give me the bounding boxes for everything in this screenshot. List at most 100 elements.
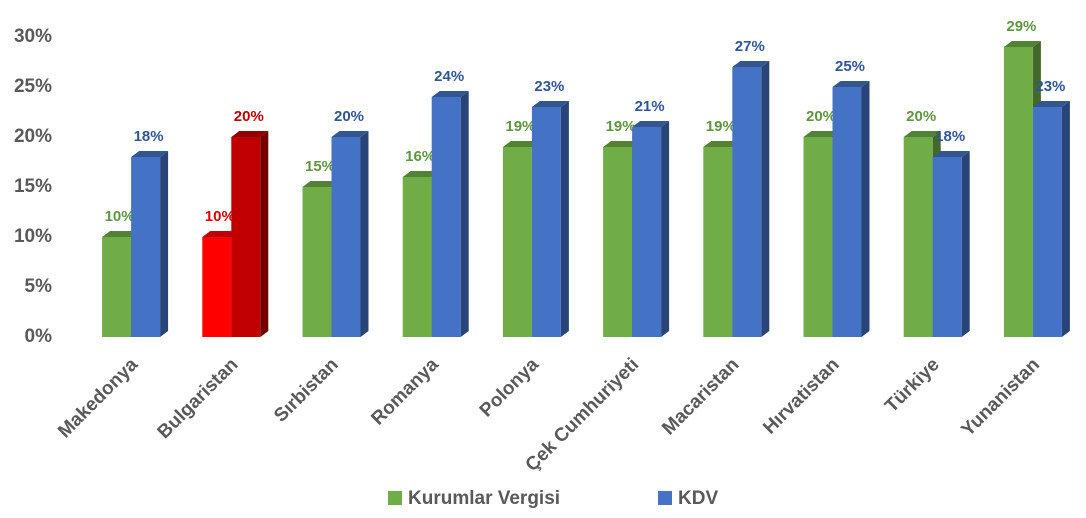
y-tick-label: 30% xyxy=(14,26,52,47)
bar-top xyxy=(131,151,169,157)
bar xyxy=(732,61,770,337)
y-tick-label: 20% xyxy=(14,126,52,147)
y-tick-label: 25% xyxy=(14,76,52,97)
x-tick-label: Romanya xyxy=(367,354,443,430)
bar-side xyxy=(961,151,970,337)
bar-side xyxy=(661,121,670,337)
bar-top xyxy=(102,231,140,237)
bar-side xyxy=(560,101,569,337)
data-label: 20% xyxy=(806,108,836,125)
data-label: 23% xyxy=(1035,78,1065,95)
x-tick-label: Sırbistan xyxy=(270,354,342,426)
bar-top xyxy=(231,131,269,137)
bar-front xyxy=(402,177,432,337)
legend-label: KDV xyxy=(678,488,718,509)
bar-top xyxy=(803,131,841,137)
bar-top xyxy=(402,171,440,177)
bar-front xyxy=(131,157,161,337)
bar-top xyxy=(331,131,369,137)
bar-top xyxy=(832,81,870,87)
bar-side xyxy=(360,131,369,337)
y-tick-label: 5% xyxy=(25,276,53,297)
x-tick-label: Yunanistan xyxy=(957,354,1044,441)
bar-top xyxy=(302,181,340,187)
data-label: 19% xyxy=(706,118,736,135)
bar xyxy=(632,121,670,337)
bar-side xyxy=(761,61,770,337)
bar-front xyxy=(932,157,962,337)
data-label: 19% xyxy=(505,118,535,135)
bar-top xyxy=(903,131,941,137)
data-label: 29% xyxy=(1006,18,1036,35)
data-label: 20% xyxy=(234,108,264,125)
bar-front xyxy=(703,147,733,337)
bar-side xyxy=(1061,101,1070,337)
bar-side xyxy=(861,81,870,337)
y-tick-label: 10% xyxy=(14,226,52,247)
x-tick-label: Çek Cumhuriyeti xyxy=(522,354,644,476)
bar-front xyxy=(502,147,532,337)
bar xyxy=(431,91,469,337)
legend-label: Kurumlar Vergisi xyxy=(408,488,560,509)
bar-top xyxy=(431,91,469,97)
y-tick-label: 15% xyxy=(14,176,52,197)
bar-side xyxy=(160,151,169,337)
bar-top xyxy=(703,141,741,147)
bar-front xyxy=(302,187,332,337)
bar-front xyxy=(632,127,662,337)
bar-front xyxy=(231,137,261,337)
bar-top xyxy=(502,141,540,147)
data-label: 25% xyxy=(835,58,865,75)
data-label: 10% xyxy=(205,208,235,225)
bar xyxy=(231,131,269,337)
y-tick-label: 0% xyxy=(25,326,53,347)
bar-top xyxy=(1032,101,1070,107)
bar-front xyxy=(903,137,933,337)
bar-front xyxy=(803,137,833,337)
bar xyxy=(832,81,870,337)
bar-front xyxy=(732,67,762,337)
data-label: 16% xyxy=(405,148,435,165)
x-tick-label: Hırvatistan xyxy=(759,354,843,438)
bar-front xyxy=(102,237,132,337)
bar-front xyxy=(603,147,633,337)
bar-side xyxy=(460,91,469,337)
bar xyxy=(331,131,369,337)
data-label: 18% xyxy=(935,128,965,145)
bar-front xyxy=(331,137,361,337)
data-label: 15% xyxy=(305,158,335,175)
x-tick-label: Bulgaristan xyxy=(154,354,243,443)
bar xyxy=(932,151,970,337)
bar xyxy=(131,151,169,337)
bar xyxy=(531,101,569,337)
bar-top xyxy=(732,61,770,67)
bar-front xyxy=(832,87,862,337)
legend-swatch xyxy=(658,491,672,505)
data-label: 21% xyxy=(635,98,665,115)
bar-front xyxy=(431,97,461,337)
bar-top xyxy=(932,151,970,157)
data-label: 24% xyxy=(434,68,464,85)
bar-front xyxy=(1032,107,1062,337)
bar-front xyxy=(531,107,561,337)
legend-swatch xyxy=(388,491,402,505)
x-tick-label: Makedonya xyxy=(54,354,142,442)
bar-top xyxy=(632,121,670,127)
x-tick-label: Macaristan xyxy=(658,354,743,439)
data-label: 23% xyxy=(534,78,564,95)
bar-front xyxy=(202,237,232,337)
bar-top xyxy=(603,141,641,147)
data-label: 19% xyxy=(606,118,636,135)
data-label: 20% xyxy=(334,108,364,125)
x-tick-label: Polonya xyxy=(476,354,543,421)
bar-top xyxy=(1003,41,1041,47)
data-label: 18% xyxy=(134,128,164,145)
bar-front xyxy=(1003,47,1033,337)
bar xyxy=(1032,101,1070,337)
bar-side xyxy=(260,131,269,337)
data-label: 20% xyxy=(906,108,936,125)
bar-top xyxy=(202,231,240,237)
x-tick-label: Türkiye xyxy=(881,354,944,417)
data-label: 27% xyxy=(735,38,765,55)
